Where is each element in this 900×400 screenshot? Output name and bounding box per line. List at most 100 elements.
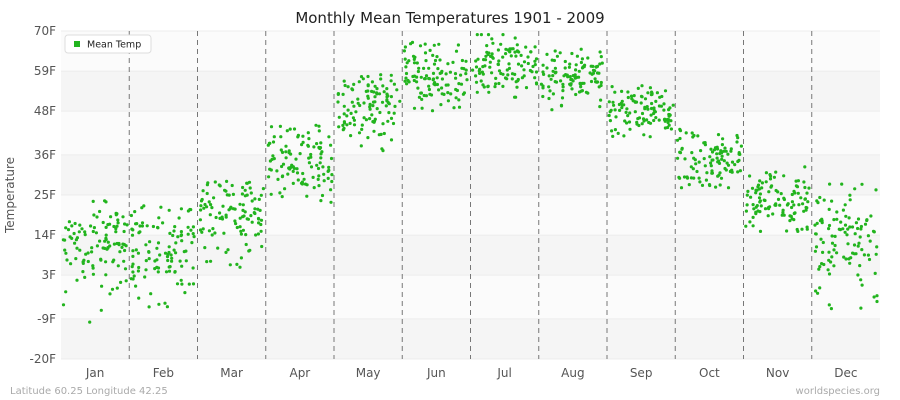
data-point xyxy=(125,223,129,227)
data-point xyxy=(342,112,346,116)
data-point xyxy=(626,114,630,118)
data-point xyxy=(658,95,662,99)
data-point xyxy=(848,193,852,197)
data-point xyxy=(752,207,756,211)
x-tick-label: Mar xyxy=(220,366,243,380)
data-point xyxy=(208,213,212,217)
data-point xyxy=(131,270,135,274)
data-point xyxy=(300,143,304,147)
data-point xyxy=(257,197,261,201)
data-point xyxy=(776,197,781,201)
data-point xyxy=(167,245,171,249)
data-point xyxy=(745,203,749,207)
data-point xyxy=(190,241,194,245)
data-point xyxy=(715,156,719,160)
data-point xyxy=(321,165,325,169)
data-point xyxy=(504,52,508,56)
x-tick-label: Dec xyxy=(834,366,857,380)
data-point xyxy=(642,133,646,137)
data-point xyxy=(487,90,491,94)
data-point xyxy=(404,76,408,80)
data-point xyxy=(529,50,533,54)
data-point xyxy=(626,90,630,94)
data-point xyxy=(667,114,671,118)
data-point xyxy=(103,246,107,250)
data-point xyxy=(75,236,79,240)
data-point xyxy=(155,258,159,262)
data-point xyxy=(86,251,90,255)
data-point xyxy=(241,203,245,207)
data-point xyxy=(599,98,603,102)
data-point xyxy=(626,95,630,100)
data-point xyxy=(63,248,67,252)
data-point xyxy=(575,54,580,58)
data-point xyxy=(418,44,423,48)
data-point xyxy=(803,165,807,169)
data-point xyxy=(225,179,229,183)
data-point xyxy=(827,227,831,231)
data-point xyxy=(424,74,429,78)
data-point xyxy=(241,185,245,190)
data-point xyxy=(362,116,366,120)
y-tick-label: 70F xyxy=(34,24,56,38)
data-point xyxy=(191,282,196,286)
data-point xyxy=(456,43,460,47)
data-point xyxy=(652,108,656,113)
data-point xyxy=(595,64,600,68)
data-point xyxy=(577,69,581,73)
data-point xyxy=(91,266,95,270)
data-point xyxy=(579,85,583,89)
data-point xyxy=(89,224,93,228)
data-point xyxy=(187,282,191,286)
data-point xyxy=(241,228,245,232)
data-point xyxy=(84,252,88,256)
data-point xyxy=(662,118,667,122)
data-point xyxy=(662,102,666,106)
data-point xyxy=(620,89,624,93)
data-point xyxy=(322,172,326,176)
data-point xyxy=(409,42,413,46)
data-point xyxy=(563,59,567,64)
data-point xyxy=(614,115,618,119)
data-point xyxy=(516,62,521,66)
data-point xyxy=(491,56,495,60)
data-point xyxy=(309,165,314,169)
data-point xyxy=(848,261,852,265)
data-point xyxy=(830,199,834,203)
data-point xyxy=(520,76,525,80)
data-point xyxy=(368,105,372,109)
data-point xyxy=(173,270,177,274)
data-point xyxy=(566,75,570,79)
data-point xyxy=(799,196,803,200)
data-point xyxy=(83,233,87,237)
data-point xyxy=(280,150,285,154)
data-point xyxy=(249,191,253,195)
data-point xyxy=(296,133,300,137)
data-point xyxy=(854,221,859,225)
data-point xyxy=(317,184,321,188)
data-point xyxy=(872,295,876,299)
data-point xyxy=(758,200,762,204)
data-point xyxy=(709,147,713,151)
data-point xyxy=(496,48,500,52)
data-point xyxy=(657,118,661,122)
data-point xyxy=(454,96,458,100)
data-point xyxy=(690,151,694,155)
data-point xyxy=(610,129,614,133)
data-point xyxy=(513,36,517,40)
data-point xyxy=(733,163,737,167)
data-point xyxy=(795,227,799,232)
data-point xyxy=(239,229,243,233)
data-point xyxy=(551,92,556,96)
data-point xyxy=(845,233,849,237)
data-point xyxy=(553,71,557,75)
data-point xyxy=(402,49,406,53)
data-point xyxy=(569,77,573,82)
data-point xyxy=(327,135,331,139)
data-point xyxy=(180,239,184,243)
data-point xyxy=(705,171,709,175)
data-point xyxy=(312,186,316,190)
data-point xyxy=(719,176,724,180)
data-point xyxy=(176,235,180,239)
data-point xyxy=(814,289,818,293)
